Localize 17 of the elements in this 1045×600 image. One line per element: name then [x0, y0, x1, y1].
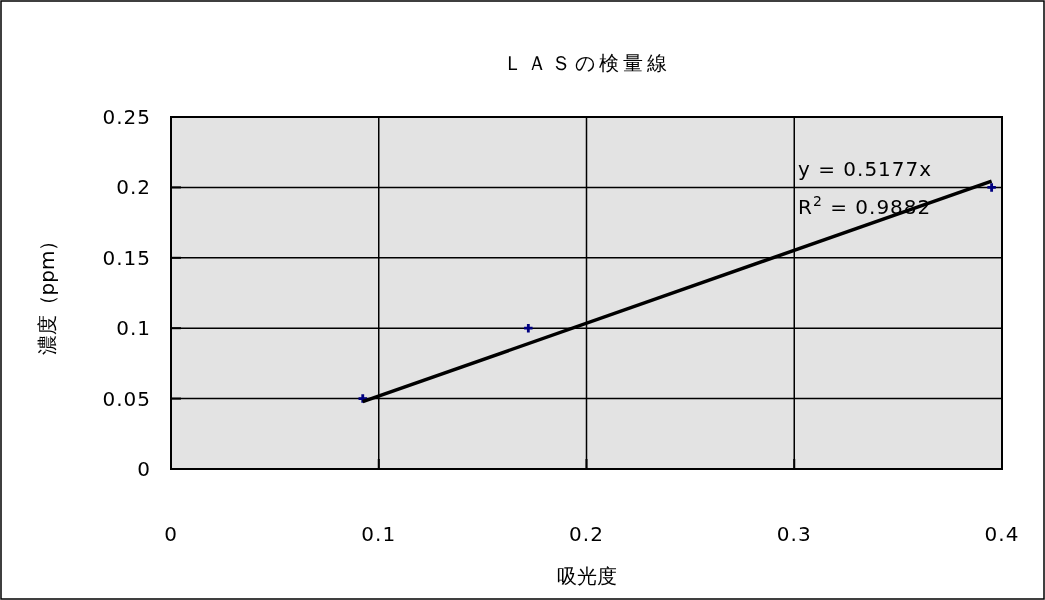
x-axis-title: 吸光度 [556, 564, 617, 588]
point [987, 183, 996, 192]
y-tick-label: 0.1 [116, 316, 151, 341]
y-tick-label: 0 [137, 457, 151, 481]
x-tick-label: 0.4 [984, 522, 1020, 546]
point [524, 323, 533, 333]
x-tick-label: 0 [164, 522, 178, 546]
annotation: y = 0.5177x [798, 157, 933, 181]
x-tick-label: 0.2 [569, 522, 604, 546]
x-tick-label: 0.1 [361, 522, 397, 546]
chart-title: ＬＡＳの検量線 [502, 51, 671, 75]
x-tick-label: 0.3 [776, 522, 812, 546]
y-tick-label: 0.15 [102, 245, 151, 270]
y-axis-title: 濃度（ppm） [35, 230, 59, 356]
y-tick-label: 0.25 [102, 105, 151, 129]
y-tick-label: 0.05 [102, 386, 151, 411]
y-tick-label: 0.2 [116, 175, 151, 200]
